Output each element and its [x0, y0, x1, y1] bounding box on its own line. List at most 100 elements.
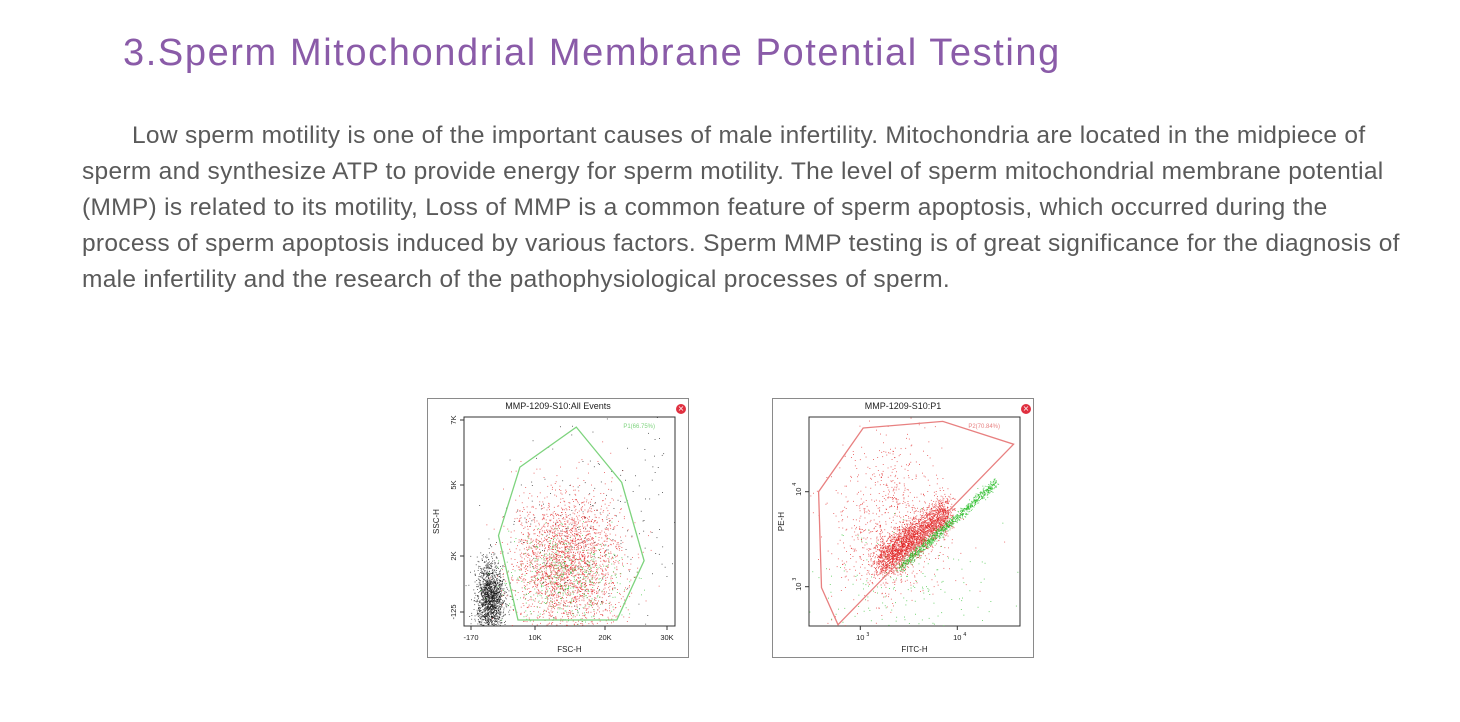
data-point — [609, 589, 611, 591]
data-point — [496, 574, 498, 576]
data-point — [590, 508, 592, 510]
data-point — [612, 529, 614, 530]
data-point — [491, 615, 493, 617]
data-point — [547, 554, 549, 556]
data-point — [580, 538, 582, 540]
data-point — [536, 578, 538, 580]
data-point — [519, 495, 520, 497]
data-point — [500, 595, 502, 597]
data-point — [592, 576, 594, 578]
data-point — [559, 559, 561, 560]
data-point — [603, 576, 605, 577]
data-point — [484, 608, 485, 610]
data-point — [560, 530, 562, 532]
data-point — [537, 571, 539, 573]
data-point — [489, 606, 491, 608]
data-point — [557, 530, 559, 532]
data-point — [577, 512, 578, 514]
data-point — [544, 478, 546, 480]
data-point — [578, 581, 580, 583]
data-point — [560, 521, 562, 523]
data-point — [502, 574, 504, 575]
data-point — [497, 630, 498, 631]
data-point — [496, 630, 497, 631]
data-point — [560, 563, 562, 565]
data-point — [480, 587, 482, 589]
data-point — [490, 568, 492, 569]
data-point — [489, 602, 490, 603]
data-point — [551, 640, 552, 641]
data-point — [603, 584, 605, 586]
data-point — [577, 519, 579, 521]
data-point — [577, 549, 579, 551]
data-point — [568, 557, 570, 559]
data-point — [570, 522, 572, 524]
data-point — [574, 499, 576, 501]
data-point — [487, 623, 489, 625]
data-point — [541, 583, 542, 585]
data-point — [504, 600, 505, 602]
data-point — [491, 616, 493, 618]
data-point — [489, 583, 491, 585]
data-point — [577, 583, 578, 584]
data-point — [644, 589, 645, 591]
data-point — [580, 582, 582, 584]
data-point — [573, 581, 575, 582]
data-point — [522, 640, 523, 641]
data-point — [564, 565, 566, 567]
data-point — [574, 616, 576, 618]
data-point — [580, 595, 582, 597]
data-point — [481, 615, 482, 617]
data-point — [586, 608, 588, 610]
data-point — [584, 583, 586, 585]
data-point — [552, 512, 554, 514]
data-point — [580, 566, 582, 568]
data-point — [584, 561, 586, 563]
data-point — [543, 578, 545, 580]
data-point — [495, 585, 496, 587]
data-point — [476, 611, 478, 613]
data-point — [529, 566, 531, 568]
data-point — [525, 602, 527, 604]
data-point — [602, 500, 604, 501]
data-point — [554, 553, 556, 554]
data-point — [487, 604, 489, 606]
data-point — [564, 589, 566, 590]
data-point — [640, 510, 642, 512]
close-circle-icon[interactable]: × — [676, 404, 686, 414]
data-point — [533, 533, 535, 535]
data-point — [600, 493, 602, 494]
data-point — [507, 630, 508, 631]
data-point — [525, 615, 527, 617]
data-point — [492, 557, 493, 559]
data-point — [586, 534, 588, 536]
data-point — [601, 577, 603, 579]
data-point — [548, 583, 549, 585]
data-point — [495, 633, 496, 634]
data-point — [595, 533, 597, 535]
data-point — [506, 595, 508, 597]
data-point — [581, 587, 582, 589]
data-point — [557, 635, 558, 636]
data-point — [584, 538, 586, 539]
data-point — [532, 506, 534, 508]
data-point — [497, 599, 498, 601]
data-point — [612, 539, 614, 541]
data-point — [495, 614, 497, 615]
data-point — [576, 608, 578, 610]
data-point — [547, 561, 548, 563]
data-point — [555, 553, 557, 555]
data-point — [605, 556, 606, 558]
data-point — [495, 597, 497, 598]
data-point — [481, 612, 483, 613]
data-point — [536, 457, 537, 459]
data-point — [519, 510, 521, 512]
data-point — [541, 570, 542, 572]
data-point — [532, 440, 534, 442]
data-point — [578, 596, 580, 598]
data-point — [584, 558, 586, 560]
data-point — [554, 483, 556, 484]
data-point — [916, 530, 918, 532]
data-point — [553, 556, 555, 558]
data-point — [585, 617, 586, 619]
